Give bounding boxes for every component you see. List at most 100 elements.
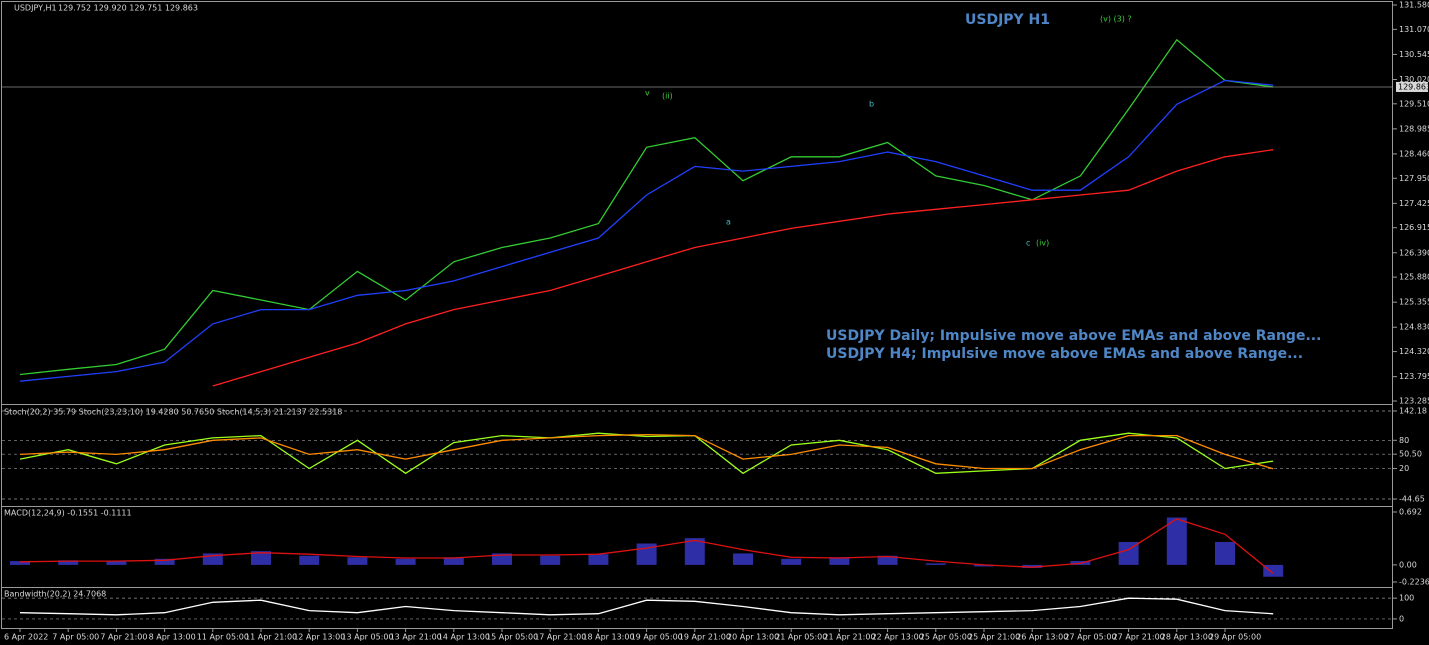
wave-label: (iv) bbox=[1036, 239, 1049, 248]
y-tick-label: 142.18 bbox=[1399, 407, 1427, 416]
y-tick-label: -44.65 bbox=[1399, 495, 1425, 504]
histogram-bar bbox=[877, 555, 898, 565]
price-tag bbox=[1396, 81, 1428, 92]
x-tick-label: 19 Apr 21:00 bbox=[679, 633, 731, 642]
heading: USDJPY H1 bbox=[965, 12, 1050, 28]
y-tick-label: 131.580 bbox=[1399, 1, 1429, 10]
y-tick-label: 126.390 bbox=[1399, 248, 1429, 257]
y-tick-label: 0.692 bbox=[1399, 508, 1422, 517]
x-tick-label: 8 Apr 13:00 bbox=[149, 633, 196, 642]
y-tick-label: 130.545 bbox=[1399, 50, 1429, 59]
annotation: USDJPY H4; Impulsive move above EMAs and… bbox=[826, 346, 1303, 362]
frame bbox=[1, 1, 1393, 629]
x-tick-label: 13 Apr 21:00 bbox=[390, 633, 442, 642]
y-tick-label: 127.425 bbox=[1399, 199, 1429, 208]
x-tick-label: 6 Apr 2022 bbox=[4, 633, 48, 642]
histogram-bar bbox=[58, 560, 79, 565]
x-tick-label: 27 Apr 05:00 bbox=[1064, 633, 1116, 642]
histogram-bar bbox=[251, 551, 271, 565]
x-tick-label: 21 Apr 21:00 bbox=[823, 633, 875, 642]
x-tick-label: 13 Apr 05:00 bbox=[341, 633, 393, 642]
histogram-bar bbox=[1166, 517, 1187, 565]
x-tick-label: 17 Apr 21:00 bbox=[534, 633, 586, 642]
histogram-bar bbox=[684, 538, 705, 565]
indicator-title: MACD(12,24,9) -0.1551 -0.1111 bbox=[4, 509, 132, 518]
histogram-bar bbox=[492, 553, 512, 565]
wave-label: c bbox=[1026, 239, 1030, 248]
histogram-bar bbox=[202, 553, 223, 565]
y-tick-label: 127.950 bbox=[1399, 174, 1429, 183]
x-tick-label: 26 Apr 13:00 bbox=[1016, 633, 1068, 642]
line bbox=[19, 597, 1274, 616]
x-tick-label: 12 Apr 13:00 bbox=[293, 633, 345, 642]
histogram-bar bbox=[1022, 564, 1043, 568]
price-label: 129.863 bbox=[1398, 82, 1429, 91]
x-tick-label: 21 Apr 05:00 bbox=[775, 633, 827, 642]
y-tick-label: 123.285 bbox=[1399, 397, 1429, 406]
histogram-bar bbox=[925, 563, 946, 565]
y-tick-label: 128.460 bbox=[1399, 149, 1429, 158]
y-tick-label: 125.880 bbox=[1399, 273, 1429, 282]
x-tick-label: 28 Apr 13:00 bbox=[1161, 633, 1213, 642]
line bbox=[19, 433, 1274, 470]
y-tick-label: 130.020 bbox=[1399, 75, 1429, 84]
indicator-title: Stoch(20,2) 35.79 Stoch(23,23,10) 19.428… bbox=[4, 408, 342, 417]
x-tick-label: 29 Apr 05:00 bbox=[1209, 633, 1261, 642]
wave-label: a bbox=[726, 218, 731, 227]
histogram-bar bbox=[299, 555, 320, 565]
y-tick-label: -0.2236 bbox=[1399, 578, 1429, 587]
line bbox=[212, 149, 1274, 387]
histogram-bar bbox=[154, 558, 175, 565]
annotation: USDJPY Daily; Impulsive move above EMAs … bbox=[826, 328, 1321, 344]
x-tick-label: 11 Apr 21:00 bbox=[245, 633, 297, 642]
x-tick-label: 25 Apr 05:00 bbox=[920, 633, 972, 642]
histogram-bar bbox=[347, 557, 368, 565]
histogram-bar bbox=[781, 558, 802, 565]
histogram-bar bbox=[733, 553, 753, 565]
y-tick-label: 124.320 bbox=[1399, 347, 1429, 356]
x-tick-label: 7 Apr 21:00 bbox=[100, 633, 147, 642]
wave-label: (ii) bbox=[662, 92, 673, 101]
wave-label: v bbox=[645, 89, 650, 98]
histogram-bar bbox=[10, 561, 30, 565]
y-tick-label: 129.510 bbox=[1399, 99, 1429, 108]
y-tick-label: 0 bbox=[1399, 614, 1404, 623]
x-tick-label: 7 Apr 05:00 bbox=[52, 633, 99, 642]
line bbox=[19, 432, 1274, 475]
histogram-bar bbox=[588, 554, 609, 565]
y-tick-label: 126.915 bbox=[1399, 223, 1429, 232]
histogram-bar bbox=[829, 557, 850, 565]
y-tick-label: 124.830 bbox=[1399, 323, 1429, 332]
x-tick-label: 27 Apr 21:00 bbox=[1113, 633, 1165, 642]
y-tick-label: 20 bbox=[1399, 464, 1409, 473]
line bbox=[19, 38, 1274, 376]
y-tick-label: 0.00 bbox=[1399, 560, 1417, 569]
y-tick-label: 80 bbox=[1399, 436, 1409, 445]
wave-label: (v) (3) ? bbox=[1100, 15, 1132, 24]
histogram-bar bbox=[1118, 541, 1139, 565]
y-tick-label: 123.795 bbox=[1399, 372, 1429, 381]
symbol: USDJPY,H1 bbox=[14, 4, 57, 13]
histogram-bar bbox=[395, 558, 416, 565]
x-tick-label: 25 Apr 21:00 bbox=[968, 633, 1020, 642]
quote: 129.752 129.920 129.751 129.863 bbox=[58, 4, 198, 13]
line bbox=[19, 518, 1274, 574]
y-tick-label: 125.355 bbox=[1399, 298, 1429, 307]
histogram-bar bbox=[443, 557, 464, 565]
histogram-bar bbox=[106, 561, 127, 565]
histogram-bar bbox=[1263, 564, 1284, 577]
y-tick-label: 128.985 bbox=[1399, 124, 1429, 133]
x-tick-label: 15 Apr 05:00 bbox=[486, 633, 538, 642]
x-tick-label: 22 Apr 13:00 bbox=[872, 633, 924, 642]
x-tick-label: 20 Apr 13:00 bbox=[727, 633, 779, 642]
y-tick-label: 131.070 bbox=[1399, 25, 1429, 34]
indicator-title: Bandwidth(20,2) 24.7068 bbox=[4, 590, 106, 599]
histogram-bar bbox=[540, 555, 561, 565]
line bbox=[19, 79, 1274, 382]
x-tick-label: 11 Apr 05:00 bbox=[197, 633, 249, 642]
x-tick-label: 18 Apr 13:00 bbox=[582, 633, 634, 642]
x-tick-label: 19 Apr 05:00 bbox=[631, 633, 683, 642]
x-tick-label: 14 Apr 13:00 bbox=[438, 633, 490, 642]
histogram-bar bbox=[1215, 541, 1235, 565]
wave-label: b bbox=[869, 100, 874, 109]
